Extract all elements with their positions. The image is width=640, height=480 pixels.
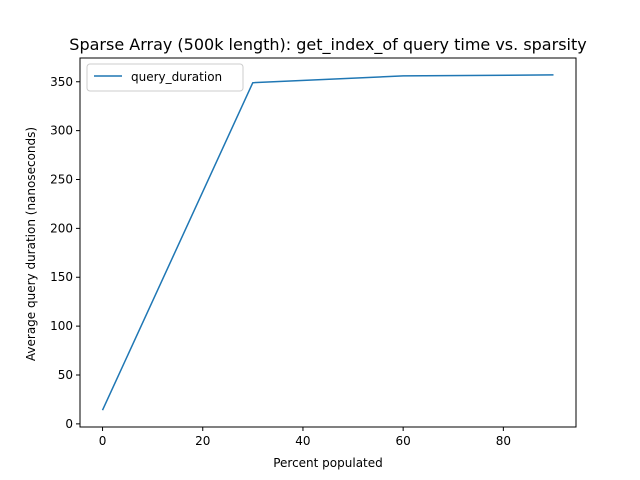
chart-title: Sparse Array (500k length): get_index_of…: [69, 35, 586, 55]
y-tick-label: 300: [50, 124, 73, 138]
y-tick-label: 350: [50, 75, 73, 89]
plot-area: [79, 57, 577, 428]
y-tick-label: 200: [50, 221, 73, 235]
x-tick-label: 20: [195, 434, 210, 448]
x-axis-label: Percent populated: [273, 456, 383, 470]
legend-box: [86, 63, 244, 92]
y-tick-label: 100: [50, 319, 73, 333]
x-tick-label: 80: [496, 434, 511, 448]
y-tick-label: 250: [50, 173, 73, 187]
series-layer: [101, 74, 554, 411]
x-tick-label: 0: [99, 434, 107, 448]
legend-label-query_duration: query_duration: [131, 70, 222, 84]
y-tick-label: 50: [58, 368, 73, 382]
y-tick-label: 150: [50, 270, 73, 284]
legend: query_duration: [86, 63, 244, 92]
plot-frame: [79, 57, 577, 428]
y-axis-ticks: 0 50 100 150 200 250 300 350: [50, 75, 80, 431]
x-axis-ticks: 0 20 40 60 80: [99, 427, 511, 448]
y-tick-label: 0: [65, 417, 73, 431]
y-axis-label: Average query duration (nanoseconds): [24, 127, 38, 361]
x-tick-label: 60: [396, 434, 411, 448]
series-line-query_duration: [101, 74, 554, 411]
x-tick-label: 40: [295, 434, 310, 448]
